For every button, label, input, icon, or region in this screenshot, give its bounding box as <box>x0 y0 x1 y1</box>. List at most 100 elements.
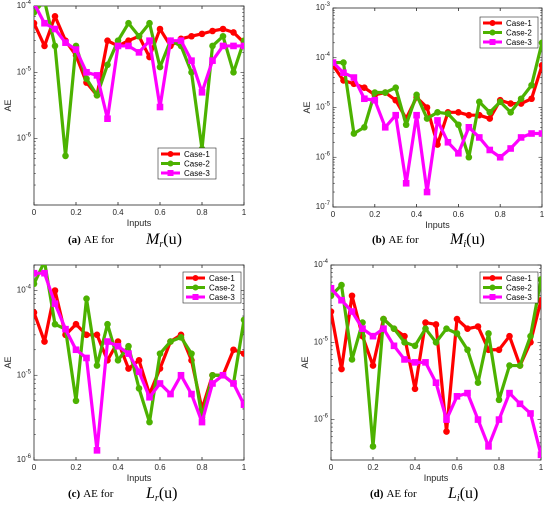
chart-a-legend-swatch-marker <box>167 151 174 157</box>
chart-d-series-3-point <box>338 296 345 304</box>
chart-a-series-1-point <box>125 37 132 44</box>
chart-a-series-3-point <box>146 37 153 44</box>
chart-a-series-2-point <box>240 37 244 44</box>
chart-d-x-tick-label: 0.2 <box>367 463 379 472</box>
chart-a-x-tick-label: 0 <box>32 208 37 217</box>
chart-c-series-1-point <box>83 331 90 339</box>
chart-a-series-3-point <box>114 42 122 50</box>
chart-b-series-2-point <box>371 89 379 96</box>
chart-b-series-3-point <box>333 59 337 66</box>
chart-b-series-1-point <box>528 95 535 103</box>
chart-c-legend-label: Case-1 <box>209 274 235 283</box>
chart-d-series-3-point <box>411 359 419 366</box>
chart-c-series-2-point <box>167 338 174 345</box>
chart-b-series-2-point <box>465 153 473 161</box>
chart-c-series-3-point <box>219 371 227 379</box>
chart-a-series-2-point <box>135 32 143 40</box>
chart-b-series-2-point <box>381 89 389 96</box>
chart-b-x-tick-label: 0.2 <box>369 210 381 219</box>
chart-d-x-tick-label: 1 <box>539 463 544 472</box>
chart-a-y-tick-label: 10-5 <box>17 66 32 76</box>
chart-b-series-3-point <box>423 188 431 196</box>
chart-d-x-tick-label: 0.4 <box>409 463 421 472</box>
chart-b-series-2-point <box>361 123 368 131</box>
chart-d-legend-swatch-marker <box>489 284 496 291</box>
chart-a-series-3-point <box>41 19 48 27</box>
chart-a-series-3-point <box>83 69 90 76</box>
chart-d-series-3-point <box>390 342 398 350</box>
chart-a-series-3-point <box>167 37 174 44</box>
chart-a-x-tick-label: 0.8 <box>196 208 208 217</box>
chart-d-series-2-point <box>474 379 482 387</box>
chart-c-series-1-point <box>72 320 80 328</box>
chart-d-series-2-point <box>453 330 461 337</box>
chart-b-series-2-point <box>423 115 431 122</box>
chart-b-series-1-point <box>507 100 514 107</box>
chart-c-series-2-point <box>83 295 90 303</box>
chart-a-x-axis-label: Inputs <box>127 218 152 228</box>
chart-c-series-3-point <box>83 354 90 362</box>
chart-a-series-3-point <box>240 42 244 50</box>
chart-b-series-3-point <box>381 123 389 131</box>
chart-a-series-2-point <box>146 19 153 27</box>
chart-d-series-1-point <box>443 428 450 435</box>
chart-d-series-1-point <box>464 325 471 332</box>
chart-d-x-tick-label: 0.6 <box>451 463 463 472</box>
chart-b-series-1-point <box>361 84 368 92</box>
chart-d-series-1-point <box>348 292 356 300</box>
chart-b-series-2-point <box>517 95 525 103</box>
chart-a-series-1-point <box>156 25 164 33</box>
chart-d-caption-math: Li(u) <box>447 485 478 504</box>
chart-c-x-tick-label: 1 <box>242 463 247 472</box>
chart-a-y-tick-label: 10-6 <box>17 133 32 143</box>
chart-b-series-3-point <box>371 96 379 104</box>
chart-a-series-3-point <box>51 25 59 33</box>
chart-c-series-1-point <box>51 287 59 294</box>
chart-b-series-1-point <box>455 109 462 116</box>
chart-c-series-2 <box>34 265 244 426</box>
chart-a-legend-swatch-marker <box>167 160 174 167</box>
chart-a-series-3-point <box>156 103 164 111</box>
chart-a-series-2-point <box>41 0 48 4</box>
chart-d-series-2 <box>331 276 541 450</box>
chart-b-series-2-point <box>434 109 441 116</box>
chart-b-series-3-point <box>444 138 452 146</box>
chart-a-series-3-point <box>34 6 38 7</box>
chart-c: 0 0.2 0.4 0.6 0.8 1 10-4 10-5 10-6 Inputs AE Case-1… <box>3 264 247 504</box>
chart-a-x-tick-label: 0.2 <box>70 208 82 217</box>
chart-d-series-3-point <box>443 416 450 423</box>
chart-d-series-3-point <box>464 389 471 397</box>
chart-b-series-2-point <box>486 109 494 116</box>
chart-d-series-3-point <box>516 400 524 408</box>
chart-c-series-3-point <box>156 380 164 387</box>
chart-b-series-2-point <box>455 121 462 129</box>
chart-b-series-2-point <box>392 84 400 92</box>
chart-a-y-axis-label: AE <box>3 99 13 111</box>
chart-b-y-tick-label: 10-6 <box>316 151 331 161</box>
chart-b-series-2-point <box>528 81 535 89</box>
chart-b-series-1-point <box>465 111 473 119</box>
chart-a-series-3-point <box>104 115 111 122</box>
chart-d-legend-swatch-marker <box>489 294 496 300</box>
chart-b-y-tick-label: 10-3 <box>316 2 331 12</box>
chart-a-series-2-point <box>51 42 59 50</box>
chart-d-series-1-point <box>506 332 513 340</box>
chart-b-series-3-point <box>496 153 504 161</box>
chart-a-series-1-point <box>198 30 206 38</box>
chart-d-series-1-point <box>474 323 482 330</box>
chart-c-y-tick-label: 10-4 <box>17 285 32 295</box>
chart-c-x-tick-label: 0.6 <box>154 463 166 472</box>
chart-c-series-3-point <box>114 342 122 350</box>
chart-c-x-axis-label: Inputs <box>127 473 152 483</box>
chart-c-series-1-point <box>135 357 143 364</box>
chart-b-series-1-point <box>486 115 494 122</box>
chart-c-y-tick-label: 10-5 <box>17 369 32 379</box>
chart-c-series-3-point <box>51 300 59 307</box>
chart-b-series-2-point <box>413 91 420 99</box>
chart-d-x-tick-label: 0.8 <box>493 463 505 472</box>
chart-b-series-3-point <box>413 111 420 119</box>
chart-d-series-1-point <box>495 346 503 354</box>
chart-b-series-3-point <box>465 123 473 131</box>
